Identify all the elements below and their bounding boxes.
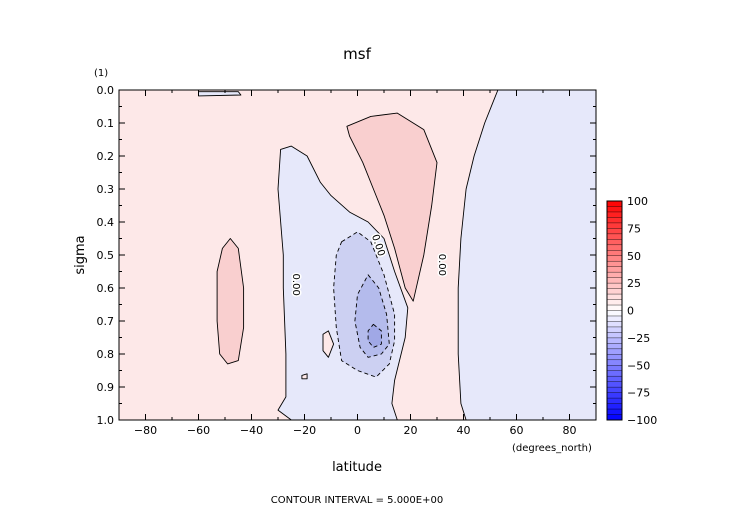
y-axis: 0.0 0.1 0.2 0.3 0.4 0.5 0.6 0.7 0.8 0.9 1.0: [97, 84, 596, 427]
colorbar-segment: [607, 365, 622, 372]
positive-region-9: [322, 330, 335, 358]
colorbar-segment: [607, 409, 622, 415]
colorbar-segment: [607, 272, 622, 278]
colorbar-segment: [607, 359, 622, 366]
colorbar-tick-label: −100: [627, 414, 657, 427]
x-axis: −80 −60 −40 −20 0 20 40 60 80: [118, 90, 597, 437]
colorbar-segment: [607, 201, 622, 207]
colorbar-segment: [607, 354, 622, 361]
colorbar-segment: [607, 305, 622, 311]
colorbar-segment: [607, 315, 622, 322]
colorbar-segment: [607, 261, 622, 267]
colorbar-tick-label: −50: [627, 359, 650, 372]
colorbar-segment: [607, 310, 622, 317]
y-tick-label: 0.7: [97, 315, 115, 328]
x-tick-label: 20: [404, 424, 418, 437]
y-tick-label: 0.3: [97, 183, 115, 196]
y-tick-label: 1.0: [97, 414, 115, 427]
positive-region-10: [301, 373, 308, 380]
x-tick-label: 40: [457, 424, 471, 437]
colorbar-segment: [607, 332, 622, 339]
colorbar-segment: [607, 376, 622, 382]
colorbar-segment: [607, 294, 622, 300]
colorbar-segment: [607, 343, 622, 350]
positive-region-7: [216, 238, 245, 365]
colorbar-segment: [607, 206, 622, 213]
y-axis-label: sigma: [73, 235, 88, 274]
chart-title: msf: [343, 45, 371, 63]
x-tick-label: 60: [510, 424, 524, 437]
x-tick-label: 80: [563, 424, 577, 437]
colorbar-segment: [607, 299, 622, 306]
colorbar-segment: [607, 337, 622, 344]
x-tick-label: −20: [293, 424, 316, 437]
x-tick-label: 0: [354, 424, 361, 437]
colorbar-tick-label: 0: [627, 305, 634, 318]
colorbar-segment: [607, 277, 622, 284]
contour-labels: 0.000.000.00: [289, 232, 449, 298]
y-tick-label: 0.5: [97, 249, 115, 262]
positive-region-6: [346, 112, 438, 302]
colorbar-segment: [607, 283, 622, 289]
contour-regions: [119, 90, 596, 420]
colorbar-segment: [607, 398, 622, 404]
x-tick-label: −40: [240, 424, 263, 437]
colorbar-segment: [607, 403, 622, 410]
y-tick-label: 0.6: [97, 282, 115, 295]
colorbar-segment: [607, 414, 622, 421]
colorbar-segment: [607, 392, 622, 399]
colorbar-segment: [607, 288, 622, 295]
colorbar-segment: [607, 387, 622, 393]
negative-region-5: [457, 90, 596, 420]
colorbar-tick-label: 50: [627, 250, 641, 263]
colorbar-segment: [607, 211, 622, 218]
colorbar-segment: [607, 348, 622, 355]
x-axis-label: latitude: [332, 460, 382, 475]
negative-region-8: [198, 91, 242, 97]
x-units-label: (degrees_north): [512, 443, 592, 454]
colorbar-tick-label: 75: [627, 222, 641, 235]
colorbar-tick-label: −25: [627, 332, 650, 345]
colorbar-segment: [607, 228, 622, 235]
colorbar-tick-label: −75: [627, 387, 650, 400]
colorbar-tick-label: 100: [627, 195, 648, 208]
y-tick-label: 0.8: [97, 348, 115, 361]
x-tick-label: −80: [134, 424, 157, 437]
colorbar-segment: [607, 381, 622, 388]
colorbar-segment: [607, 370, 622, 377]
colorbar-segment: [607, 217, 622, 224]
y-tick-label: 0.4: [97, 216, 115, 229]
colorbar-segment: [607, 266, 622, 273]
colorbar-segment: [607, 250, 622, 257]
colorbar-segment: [607, 239, 622, 246]
y-tick-label: 0.0: [97, 84, 115, 97]
y-tick-label: 0.2: [97, 150, 115, 163]
colorbar-segment: [607, 255, 622, 262]
colorbar-tick-label: 25: [627, 277, 641, 290]
colorbar-segment: [607, 244, 622, 251]
contour-label: 0.00: [290, 274, 301, 296]
colorbar-segment: [607, 321, 622, 328]
y-units-label: (1): [94, 68, 108, 79]
y-tick-label: 0.9: [97, 381, 115, 394]
contour-label: 0.00: [436, 254, 447, 276]
negative-region-4: [367, 323, 382, 348]
colorbar-segment: [607, 222, 622, 229]
colorbar: 100 75 50 25 0 −25 −50 −75 −100: [606, 195, 657, 427]
colorbar-segment: [607, 326, 622, 333]
y-tick-label: 0.1: [97, 117, 115, 130]
colorbar-frame: [606, 200, 623, 421]
x-tick-label: −60: [187, 424, 210, 437]
contour-interval-caption: CONTOUR INTERVAL = 5.000E+00: [271, 495, 443, 506]
colorbar-segment: [607, 233, 622, 240]
